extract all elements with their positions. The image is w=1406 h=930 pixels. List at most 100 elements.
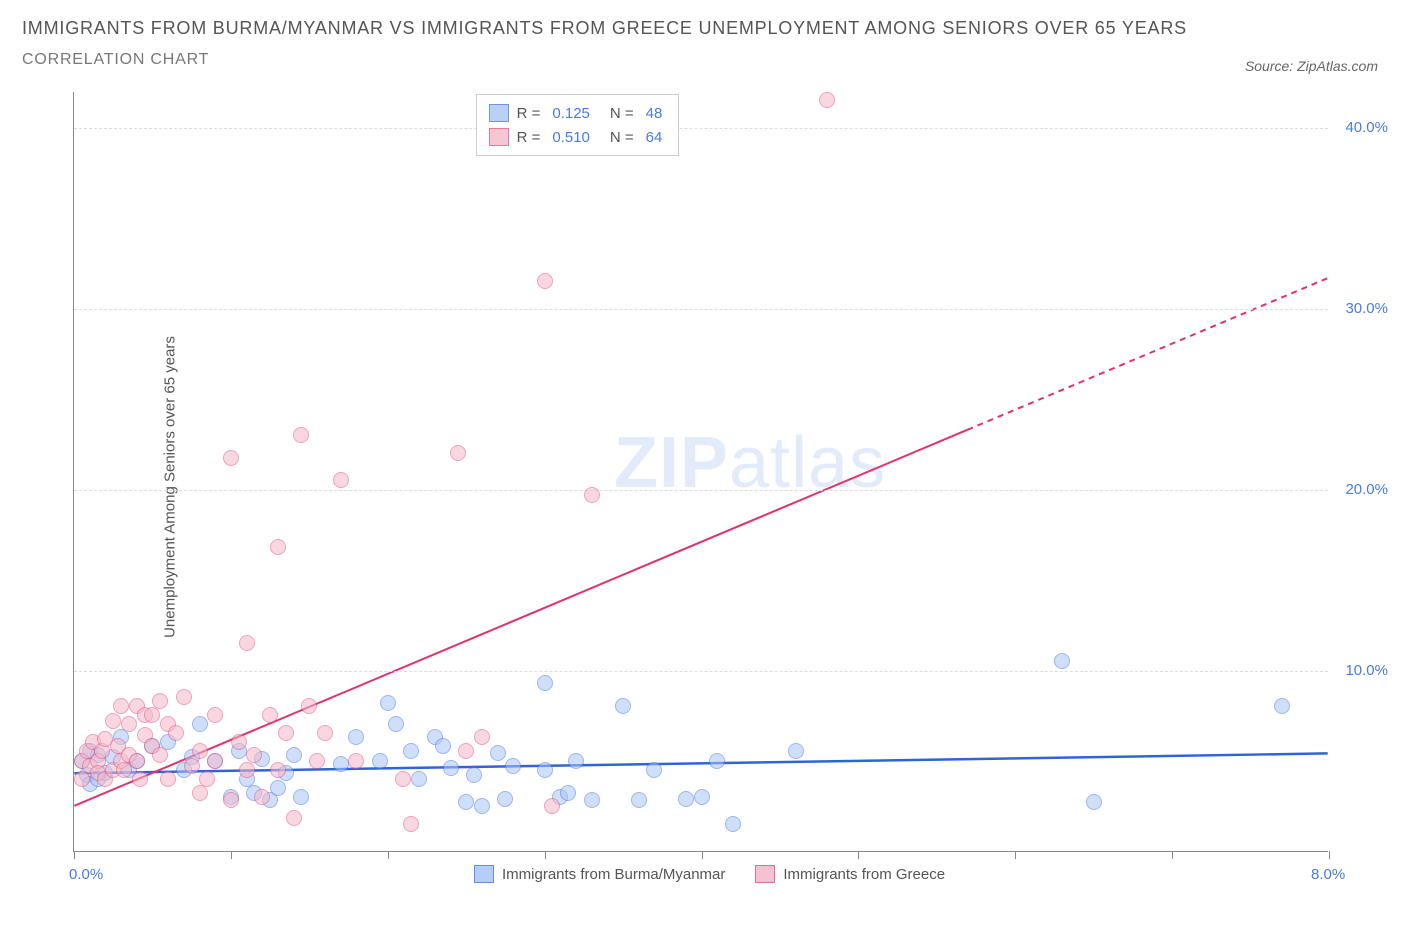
data-point-greece xyxy=(254,789,270,805)
data-point-burma xyxy=(411,771,427,787)
data-point-greece xyxy=(450,445,466,461)
data-point-greece xyxy=(239,635,255,651)
chart-area: Unemployment Among Seniors over 65 years… xyxy=(55,92,1385,882)
data-point-burma xyxy=(388,716,404,732)
data-point-burma xyxy=(403,743,419,759)
data-point-greece xyxy=(152,693,168,709)
data-point-burma xyxy=(537,675,553,691)
data-point-greece xyxy=(132,771,148,787)
data-point-burma xyxy=(192,716,208,732)
x-tick-label: 8.0% xyxy=(1311,866,1345,883)
data-point-greece xyxy=(293,427,309,443)
plot-region: ZIPatlas 10.0%20.0%30.0%40.0%0.0%8.0%R =… xyxy=(73,92,1328,852)
data-point-burma xyxy=(631,792,647,808)
trend-line-greece-dashed xyxy=(967,278,1327,430)
legend-r-value: 0.125 xyxy=(552,105,590,122)
stats-legend-row: R = 0.510 N = 64 xyxy=(489,125,667,149)
data-point-burma xyxy=(694,789,710,805)
data-point-burma xyxy=(372,753,388,769)
data-point-burma xyxy=(584,792,600,808)
x-tick xyxy=(388,851,389,859)
trend-lines-layer xyxy=(74,92,1328,851)
legend-swatch xyxy=(474,865,494,883)
data-point-burma xyxy=(490,745,506,761)
trend-line-greece xyxy=(74,430,967,806)
data-point-greece xyxy=(129,753,145,769)
data-point-greece xyxy=(199,771,215,787)
data-point-greece xyxy=(309,753,325,769)
legend-n-value: 64 xyxy=(646,129,663,146)
stats-legend-row: R = 0.125 N = 48 xyxy=(489,101,667,125)
data-point-burma xyxy=(348,729,364,745)
data-point-burma xyxy=(474,798,490,814)
series-legend-item: Immigrants from Greece xyxy=(755,865,945,883)
legend-n-label: N = xyxy=(610,105,634,122)
data-point-burma xyxy=(568,753,584,769)
data-point-burma xyxy=(333,756,349,772)
data-point-burma xyxy=(537,762,553,778)
data-point-burma xyxy=(1274,698,1290,714)
x-tick xyxy=(74,851,75,859)
data-point-burma xyxy=(615,698,631,714)
chart-subtitle: CORRELATION CHART xyxy=(22,51,1384,69)
data-point-greece xyxy=(246,747,262,763)
data-point-greece xyxy=(474,729,490,745)
data-point-greece xyxy=(348,753,364,769)
legend-r-label: R = xyxy=(517,129,541,146)
data-point-greece xyxy=(207,753,223,769)
legend-n-value: 48 xyxy=(646,105,663,122)
data-point-greece xyxy=(239,762,255,778)
y-tick-label: 20.0% xyxy=(1345,481,1388,498)
data-point-burma xyxy=(466,767,482,783)
legend-r-value: 0.510 xyxy=(552,129,590,146)
grid-line xyxy=(74,128,1328,129)
data-point-burma xyxy=(725,816,741,832)
data-point-greece xyxy=(286,810,302,826)
x-tick xyxy=(545,851,546,859)
chart-title-block: IMMIGRANTS FROM BURMA/MYANMAR VS IMMIGRA… xyxy=(22,18,1384,69)
y-tick-label: 40.0% xyxy=(1345,119,1388,136)
data-point-burma xyxy=(380,695,396,711)
grid-line xyxy=(74,309,1328,310)
data-point-greece xyxy=(301,698,317,714)
series-legend-label: Immigrants from Greece xyxy=(783,866,945,883)
data-point-burma xyxy=(1086,794,1102,810)
stats-legend: R = 0.125 N = 48 R = 0.510 N = 64 xyxy=(476,94,680,156)
series-legend: Immigrants from Burma/Myanmar Immigrants … xyxy=(474,865,945,883)
data-point-greece xyxy=(176,689,192,705)
data-point-greece xyxy=(458,743,474,759)
x-tick-label: 0.0% xyxy=(69,866,103,883)
x-tick xyxy=(231,851,232,859)
data-point-burma xyxy=(646,762,662,778)
data-point-greece xyxy=(223,450,239,466)
y-tick-label: 30.0% xyxy=(1345,300,1388,317)
data-point-greece xyxy=(819,92,835,108)
data-point-greece xyxy=(270,539,286,555)
legend-swatch xyxy=(489,128,509,146)
data-point-greece xyxy=(152,747,168,763)
data-point-greece xyxy=(278,725,294,741)
data-point-burma xyxy=(286,747,302,763)
data-point-burma xyxy=(1054,653,1070,669)
data-point-burma xyxy=(443,760,459,776)
series-legend-label: Immigrants from Burma/Myanmar xyxy=(502,866,725,883)
x-tick xyxy=(1172,851,1173,859)
data-point-greece xyxy=(121,716,137,732)
series-legend-item: Immigrants from Burma/Myanmar xyxy=(474,865,725,883)
data-point-greece xyxy=(105,713,121,729)
data-point-greece xyxy=(113,698,129,714)
data-point-greece xyxy=(403,816,419,832)
legend-n-label: N = xyxy=(610,129,634,146)
chart-title: IMMIGRANTS FROM BURMA/MYANMAR VS IMMIGRA… xyxy=(22,18,1384,39)
legend-r-label: R = xyxy=(517,105,541,122)
data-point-burma xyxy=(560,785,576,801)
data-point-burma xyxy=(435,738,451,754)
data-point-greece xyxy=(270,762,286,778)
data-point-greece xyxy=(160,771,176,787)
data-point-burma xyxy=(505,758,521,774)
source-label: Source: ZipAtlas.com xyxy=(1245,58,1378,74)
data-point-burma xyxy=(293,789,309,805)
x-tick xyxy=(1329,851,1330,859)
data-point-greece xyxy=(537,273,553,289)
data-point-greece xyxy=(184,758,200,774)
